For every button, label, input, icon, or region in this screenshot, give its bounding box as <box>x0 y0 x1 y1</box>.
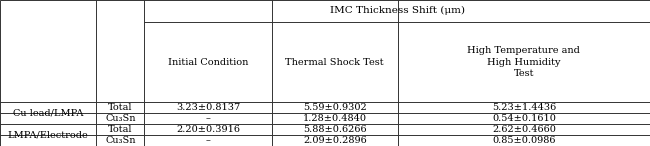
Text: 3.23±0.8137: 3.23±0.8137 <box>176 103 240 112</box>
Text: IMC Thickness Shift (μm): IMC Thickness Shift (μm) <box>330 6 465 15</box>
Text: High Temperature and
High Humidity
Test: High Temperature and High Humidity Test <box>467 46 580 78</box>
Text: –: – <box>205 136 211 145</box>
Text: Cu₃Sn: Cu₃Sn <box>105 136 135 145</box>
Text: 2.09±0.2896: 2.09±0.2896 <box>303 136 367 145</box>
Text: 2.20±0.3916: 2.20±0.3916 <box>176 125 240 134</box>
Text: Thermal Shock Test: Thermal Shock Test <box>285 58 384 67</box>
Text: 5.59±0.9302: 5.59±0.9302 <box>303 103 367 112</box>
Text: –: – <box>205 114 211 123</box>
Text: 0.54±0.1610: 0.54±0.1610 <box>492 114 556 123</box>
Text: 0.85±0.0986: 0.85±0.0986 <box>492 136 556 145</box>
Text: 2.62±0.4660: 2.62±0.4660 <box>492 125 556 134</box>
Text: 1.28±0.4840: 1.28±0.4840 <box>303 114 367 123</box>
Text: Total: Total <box>108 103 133 112</box>
Text: Cu lead/LMPA: Cu lead/LMPA <box>13 109 83 118</box>
Text: Total: Total <box>108 125 133 134</box>
Text: Cu₃Sn: Cu₃Sn <box>105 114 135 123</box>
Text: 5.88±0.6266: 5.88±0.6266 <box>303 125 367 134</box>
Text: LMPA/Electrode: LMPA/Electrode <box>8 131 88 140</box>
Text: 5.23±1.4436: 5.23±1.4436 <box>492 103 556 112</box>
Text: Initial Condition: Initial Condition <box>168 58 248 67</box>
